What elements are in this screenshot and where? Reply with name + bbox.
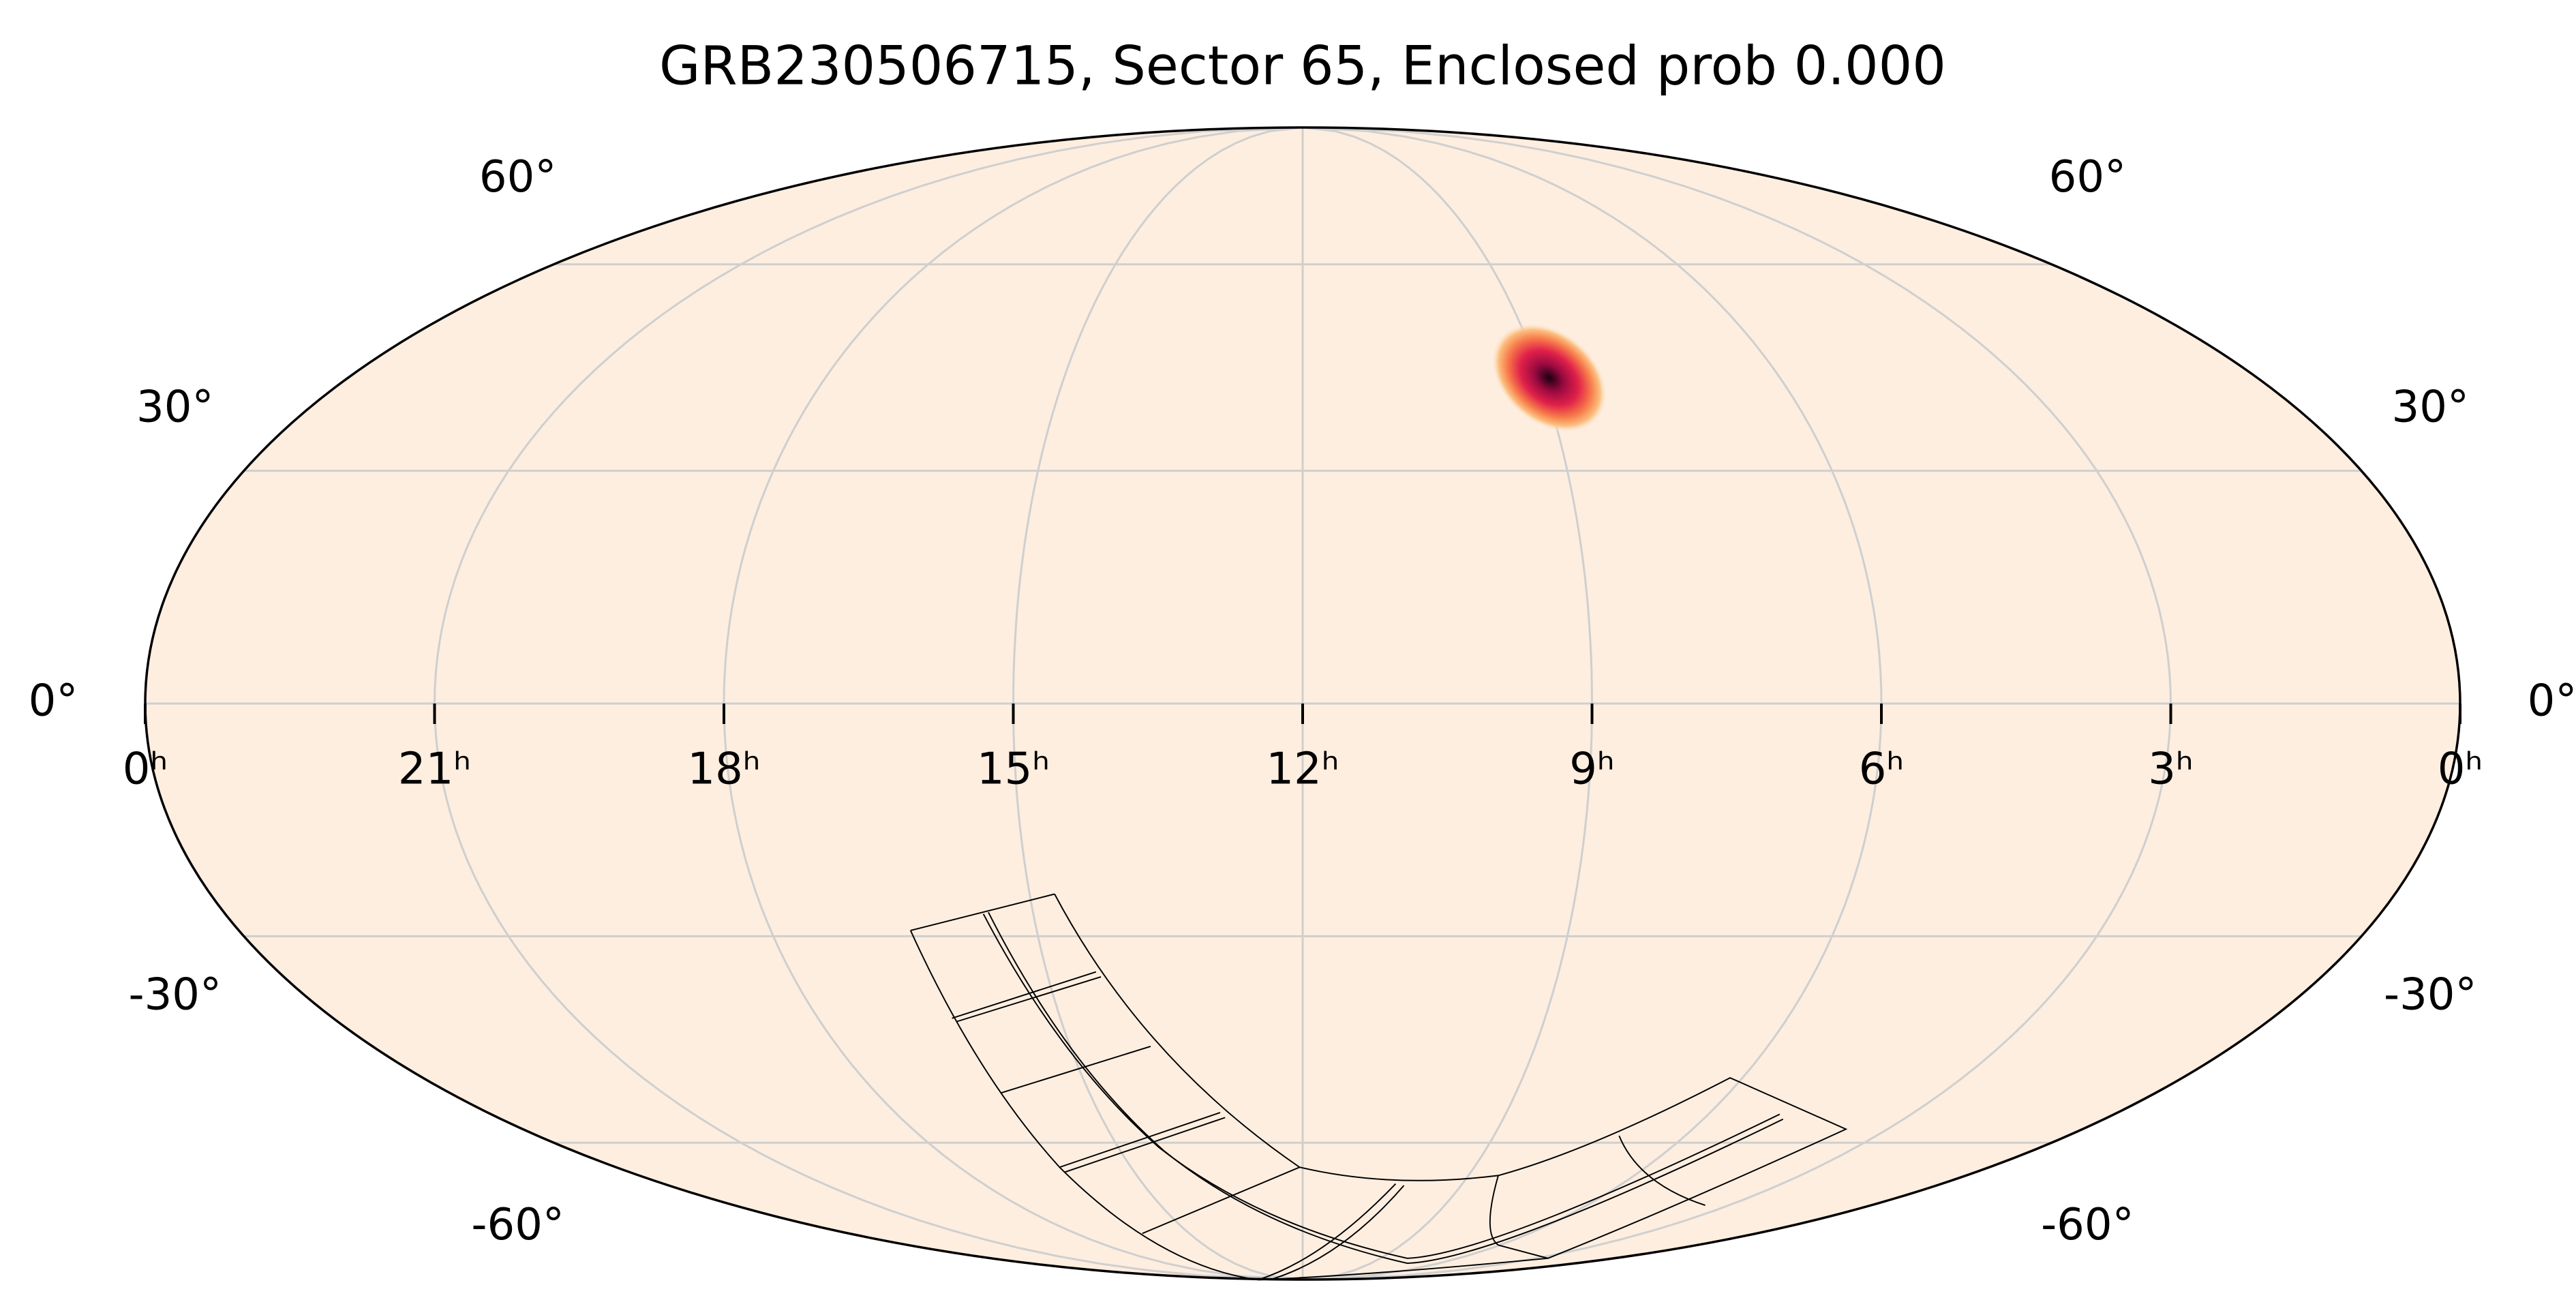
- y-tick-label: 0°: [29, 676, 78, 727]
- x-tick-label: 0ʰ: [123, 744, 168, 795]
- y-tick-label: 30°: [2392, 382, 2469, 433]
- localization: [1491, 322, 1607, 433]
- x-tick-label: 21ʰ: [398, 744, 471, 795]
- y-tick-label: -60°: [471, 1200, 564, 1250]
- y-tick-label: -30°: [128, 970, 222, 1021]
- footprint-edge: [1054, 894, 1848, 1259]
- y-tick-label: 60°: [479, 152, 556, 202]
- sector-footprint: [909, 893, 1848, 1281]
- localization-peak: [1491, 322, 1607, 433]
- x-tick-label: 15ʰ: [977, 744, 1050, 795]
- footprint-seam: [982, 913, 1781, 1259]
- footprint-edge: [909, 893, 1258, 1281]
- footprint-edge: [1258, 1257, 1548, 1281]
- x-tick-label: 3ʰ: [2148, 744, 2194, 795]
- x-tick-label: 18ʰ: [687, 744, 760, 795]
- y-tick-label: -60°: [2041, 1200, 2134, 1250]
- x-tick-label: 9ʰ: [1569, 744, 1615, 795]
- y-tick-label: 0°: [2528, 676, 2576, 727]
- y-tick-label: -30°: [2384, 970, 2477, 1021]
- y-tick-label: 30°: [136, 382, 213, 433]
- footprint-ccd: [952, 971, 1706, 1281]
- x-tick-label: 12ʰ: [1266, 744, 1339, 795]
- footprint-seam: [988, 911, 1784, 1265]
- x-tick-label: 0ʰ: [2438, 744, 2483, 795]
- y-tick-label: 60°: [2049, 152, 2126, 202]
- chart-title: GRB230506715, Sector 65, Enclosed prob 0…: [659, 35, 1946, 97]
- x-tick-label: 6ʰ: [1859, 744, 1905, 795]
